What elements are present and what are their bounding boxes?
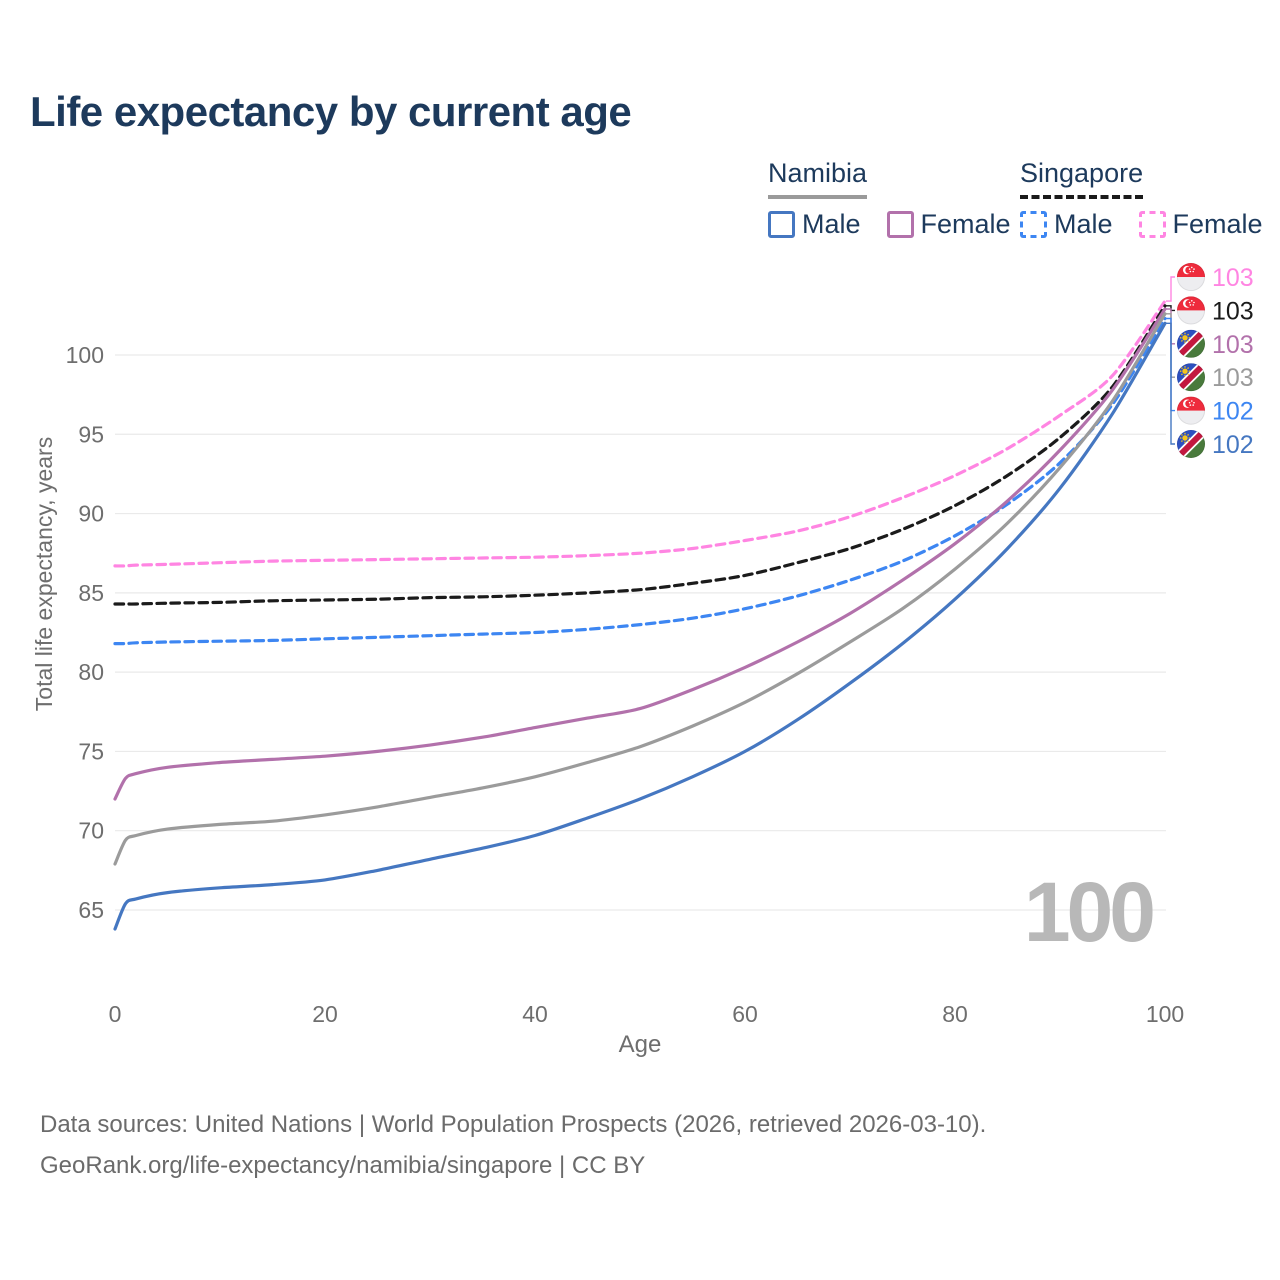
series-line-singapore-male: [113, 316, 1167, 646]
y-tick-label: 70: [78, 818, 104, 844]
y-tick-label: 90: [78, 501, 104, 527]
footer-data-sources: Data sources: United Nations | World Pop…: [40, 1111, 987, 1138]
series-line-namibia-male: [113, 321, 1167, 931]
x-tick-label: 20: [312, 1001, 338, 1027]
footer-link[interactable]: GeoRank.org/life-expectancy/namibia/sing…: [40, 1152, 646, 1179]
y-tick-label: 80: [78, 659, 104, 685]
y-tick-label: 65: [78, 897, 104, 923]
x-tick-label: 40: [522, 1001, 548, 1027]
y-axis-title: Total life expectancy, years: [31, 437, 57, 711]
end-label-value: 102: [1212, 431, 1254, 459]
x-tick-label: 60: [732, 1001, 758, 1027]
series-line-singapore-total: [113, 304, 1167, 606]
legend-item-namibia-male: Male: [768, 209, 861, 240]
series-line-namibia-total: [113, 312, 1167, 866]
legend-item-label: Male: [802, 209, 861, 239]
series-line-namibia-female: [113, 307, 1167, 801]
end-label-connector: [1166, 305, 1175, 312]
watermark-age: 100: [1024, 865, 1153, 959]
footer: Data sources: United Nations | World Pop…: [40, 1104, 986, 1186]
end-label-connector: [1166, 276, 1175, 302]
legend-group-singapore: Singapore Male Female: [1020, 158, 1263, 240]
end-label-connector: [1166, 322, 1175, 445]
namibia-male-checkbox[interactable]: [768, 211, 795, 238]
legend-items-namibia: Male Female: [768, 209, 1011, 240]
end-label-value: 103: [1212, 297, 1254, 325]
series-line-singapore-female: [113, 299, 1167, 568]
flag-icon-namibia: [1176, 329, 1206, 358]
singapore-male-checkbox[interactable]: [1020, 211, 1047, 238]
legend-country-singapore[interactable]: Singapore: [1020, 158, 1144, 199]
end-label-value: 103: [1212, 331, 1254, 359]
flag-icon-namibia: [1176, 429, 1206, 459]
legend-item-label: Male: [1054, 209, 1113, 239]
y-tick-label: 100: [66, 342, 104, 368]
flag-icon-namibia: [1176, 363, 1206, 392]
end-label-value: 103: [1212, 364, 1254, 392]
flag-icon-singapore: [1176, 262, 1206, 292]
legend-item-singapore-female: Female: [1138, 209, 1263, 240]
flag-icon-singapore: [1176, 396, 1206, 425]
x-tick-label: 100: [1146, 1001, 1184, 1027]
legend-item-singapore-male: Male: [1020, 209, 1113, 240]
legend-items-singapore: Male Female: [1020, 209, 1263, 240]
legend-item-label: Female: [1172, 209, 1263, 239]
y-tick-label: 75: [78, 738, 104, 764]
y-tick-label: 85: [78, 580, 104, 606]
x-tick-label: 80: [942, 1001, 968, 1027]
y-tick-label: 95: [78, 421, 104, 447]
legend-item-namibia-female: Female: [886, 209, 1011, 240]
x-axis-title: Age: [619, 1031, 662, 1058]
end-label-value: 102: [1212, 398, 1254, 426]
flag-icon-singapore: [1176, 296, 1206, 325]
end-label-value: 103: [1212, 264, 1254, 292]
legend-item-label: Female: [920, 209, 1011, 239]
legend-country-namibia[interactable]: Namibia: [768, 158, 868, 199]
page-title: Life expectancy by current age: [30, 88, 632, 135]
legend-group-namibia: Namibia Male Female: [768, 158, 1011, 240]
namibia-female-checkbox[interactable]: [886, 211, 914, 238]
x-tick-label: 0: [109, 1001, 122, 1027]
singapore-female-checkbox[interactable]: [1138, 211, 1166, 238]
